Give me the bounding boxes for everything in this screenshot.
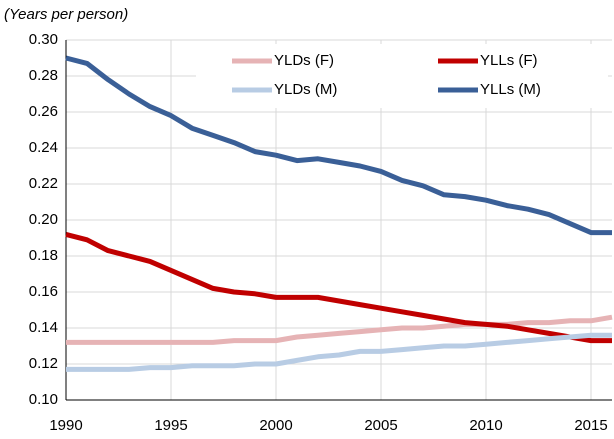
x-tick-label: 2000 — [259, 417, 292, 434]
x-tick-label: 2015 — [574, 417, 607, 434]
series-line — [65, 55, 612, 236]
y-tick-label: 0.18 — [29, 247, 58, 264]
legend-label: YLDs (F) — [274, 52, 334, 69]
x-tick-label: 2010 — [469, 417, 502, 434]
y-tick-label: 0.22 — [29, 175, 58, 192]
y-tick-label: 0.24 — [29, 139, 58, 156]
y-tick-label: 0.20 — [29, 211, 58, 228]
x-tick-label: 1990 — [49, 417, 82, 434]
x-tick-label: 1995 — [154, 417, 187, 434]
series-line — [65, 231, 612, 344]
y-tick-label: 0.30 — [29, 31, 58, 48]
legend-label: YLLs (F) — [480, 52, 538, 69]
y-tick-label: 0.28 — [29, 67, 58, 84]
series-line — [66, 332, 612, 372]
y-axis-label: (Years per person) — [4, 6, 128, 23]
y-tick-label: 0.12 — [29, 355, 58, 372]
series-line — [66, 314, 613, 345]
y-tick-label: 0.10 — [29, 391, 58, 408]
legend-box — [196, 44, 608, 108]
y-tick-label: 0.14 — [29, 319, 58, 336]
y-tick-label: 0.16 — [29, 283, 58, 300]
legend-label: YLDs (M) — [274, 81, 337, 98]
x-tick-label: 2005 — [364, 417, 397, 434]
legend-label: YLLs (M) — [480, 81, 541, 98]
y-tick-label: 0.26 — [29, 103, 58, 120]
